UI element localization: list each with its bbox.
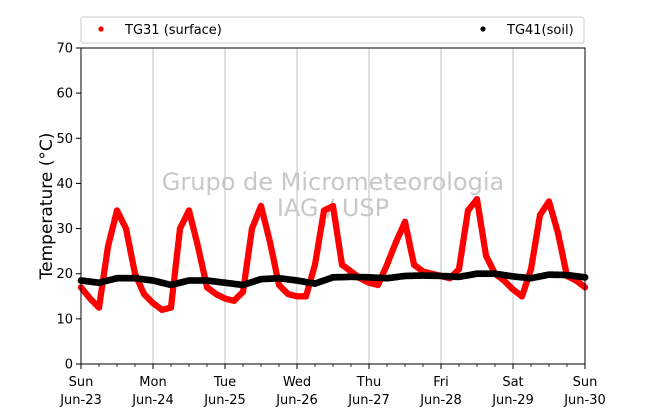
x-tick-label-date: Jun-27	[347, 393, 390, 408]
y-tick-label: 50	[56, 132, 73, 147]
x-tick-label-date: Jun-28	[419, 393, 462, 408]
y-tick-label: 70	[56, 42, 73, 57]
y-tick-label: 0	[65, 358, 73, 373]
legend: TG31 (surface) TG41(soil)	[80, 16, 585, 44]
series-tg41-soil	[77, 270, 589, 289]
grid-lines	[152, 48, 514, 364]
legend-label: TG31 (surface)	[124, 23, 222, 38]
x-tick-label-date: Jun-25	[203, 393, 246, 408]
x-tick-label-date: Jun-24	[131, 393, 174, 408]
watermark-line-1: Grupo de Micrometeorologia	[162, 168, 504, 196]
x-tick-label-day: Tue	[213, 375, 236, 390]
y-axis: 0 10 20 30 40 50 60 70	[56, 42, 81, 373]
x-tick-label-day: Sun	[573, 375, 598, 390]
x-tick-label-day: Thu	[356, 375, 381, 390]
y-axis-label: Temperature (°C)	[37, 133, 57, 281]
legend-label: TG41(soil)	[506, 23, 574, 38]
y-tick-label: 30	[56, 222, 73, 237]
x-tick-label-day: Fri	[433, 375, 449, 390]
x-tick-label-date: Jun-29	[491, 393, 534, 408]
x-tick-label-date: Jun-30	[563, 393, 606, 408]
x-tick-label-day: Wed	[283, 375, 311, 390]
series-tg31-surface	[77, 196, 589, 313]
x-tick-label-date: Jun-26	[275, 393, 318, 408]
y-tick-label: 20	[56, 267, 73, 282]
x-tick-label-date: Jun-23	[59, 393, 102, 408]
legend-marker	[480, 26, 486, 32]
x-tick-label-day: Mon	[139, 375, 166, 390]
x-tick-label-day: Sun	[69, 375, 94, 390]
watermark: Grupo de Micrometeorologia IAG / USP	[162, 168, 504, 222]
legend-box	[80, 16, 585, 44]
y-tick-label: 10	[56, 312, 73, 327]
y-tick-label: 40	[56, 177, 73, 192]
series-layer	[77, 196, 589, 313]
x-tick-label-day: Sat	[502, 375, 523, 390]
y-tick-label: 60	[56, 87, 73, 102]
x-axis: Sun Jun-23 Mon Jun-24 Tue Jun-25 Wed Jun-26 Thu J…	[59, 364, 606, 408]
legend-marker	[98, 26, 104, 32]
